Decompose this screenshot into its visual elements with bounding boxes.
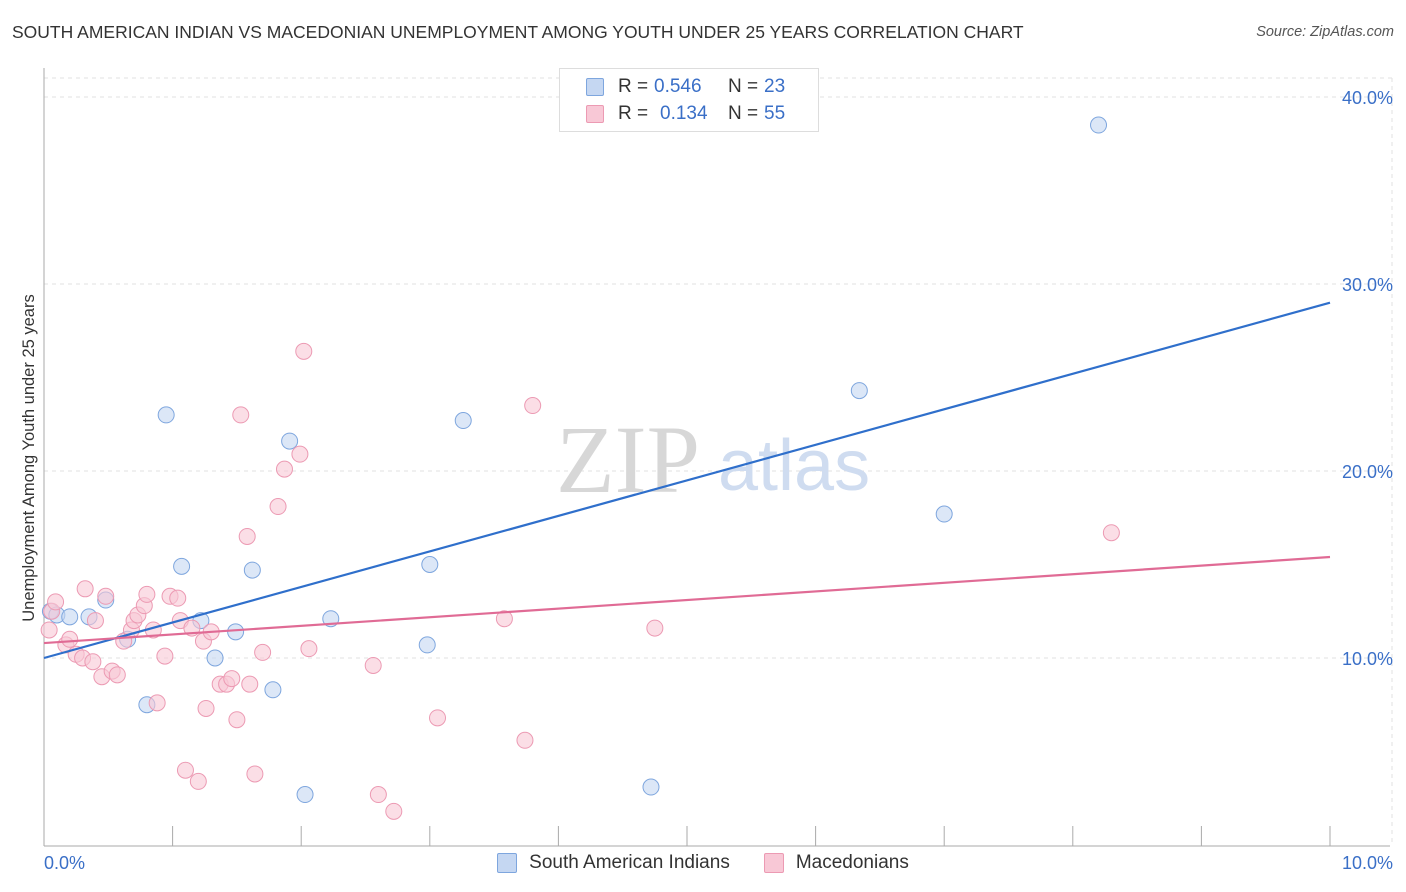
point-macedonian: [369, 786, 387, 804]
point-south-american-indian: [264, 681, 282, 699]
y-tick-label: 10.0%: [1342, 649, 1393, 669]
n-label: N =: [728, 103, 759, 124]
n-value: 23: [764, 76, 786, 97]
point-macedonian: [189, 772, 207, 790]
point-south-american-indian: [296, 786, 314, 804]
point-macedonian: [156, 647, 174, 665]
point-macedonian: [295, 342, 313, 360]
watermark-atlas: atlas: [718, 426, 870, 506]
legend-item-south-american-indians[interactable]: South American Indians: [497, 852, 730, 874]
stats-row-macedonians: R = 0.134 N = 55: [586, 102, 785, 126]
trend-line-south-american-indians: [43, 301, 1331, 660]
point-macedonian: [40, 621, 58, 639]
watermark-zip: ZIP: [556, 406, 700, 513]
point-south-american-indian: [281, 432, 299, 450]
legend-swatch-blue-icon: [497, 853, 518, 873]
point-macedonian: [197, 699, 215, 717]
point-macedonian: [254, 643, 272, 661]
legend-swatch-pink-icon: [586, 105, 604, 123]
y-tick-label: 40.0%: [1342, 88, 1393, 108]
n-value: 55: [764, 103, 786, 124]
point-macedonian: [300, 640, 318, 658]
point-macedonian: [364, 656, 382, 674]
point-macedonian: [61, 630, 79, 648]
point-macedonian: [148, 694, 166, 712]
point-south-american-indian: [243, 561, 261, 579]
stats-legend: R = 0.546 N = 23 R = 0.134 N = 55: [559, 68, 819, 132]
point-macedonian: [232, 406, 250, 424]
point-macedonian: [246, 765, 264, 783]
point-south-american-indian: [418, 636, 436, 654]
series-legend: South American Indians Macedonians: [0, 852, 1406, 874]
y-axis-label: Unemployment Among Youth under 25 years: [20, 294, 38, 621]
source-credit: Source: ZipAtlas.com: [1256, 24, 1394, 40]
point-south-american-indian: [642, 778, 660, 796]
r-label: R =: [618, 76, 649, 97]
x-tick-label-min: 0.0%: [44, 853, 85, 873]
y-tick-label: 20.0%: [1342, 462, 1393, 482]
legend-label: South American Indians: [529, 852, 730, 873]
trend-lines: [43, 301, 1331, 660]
r-value: 0.546: [654, 76, 702, 97]
point-macedonian: [291, 445, 309, 463]
legend-label: Macedonians: [795, 852, 909, 873]
point-macedonian: [385, 802, 403, 820]
point-macedonian: [516, 731, 534, 749]
point-macedonian: [84, 653, 102, 671]
n-label: N =: [728, 76, 759, 97]
r-label: R =: [618, 103, 649, 124]
point-macedonian: [86, 612, 104, 630]
point-south-american-indian: [157, 406, 175, 424]
point-south-american-indian: [173, 557, 191, 575]
point-macedonian: [495, 610, 513, 628]
legend-swatch-blue-icon: [586, 78, 604, 96]
trend-line-macedonians: [43, 555, 1331, 645]
point-macedonian: [228, 711, 246, 729]
point-macedonian: [429, 709, 447, 727]
point-macedonian: [108, 666, 126, 684]
point-south-american-indian: [61, 608, 79, 626]
point-macedonian: [47, 593, 65, 611]
point-macedonian: [97, 587, 115, 605]
point-macedonian: [176, 761, 194, 779]
point-macedonian: [1102, 524, 1120, 542]
axes: [43, 68, 1390, 847]
legend-item-macedonians[interactable]: Macedonians: [763, 852, 909, 874]
gridlines: [44, 77, 1393, 846]
point-south-american-indian: [935, 505, 953, 523]
point-macedonian: [138, 585, 156, 603]
x-tick-label-max: 10.0%: [1342, 853, 1393, 873]
point-south-american-indian: [206, 649, 224, 667]
point-macedonian: [223, 670, 241, 688]
point-macedonian: [169, 589, 187, 607]
r-value: 0.134: [660, 103, 708, 124]
point-south-american-indian: [454, 412, 472, 430]
point-macedonian: [238, 527, 256, 545]
y-tick-label: 30.0%: [1342, 275, 1393, 295]
point-macedonian: [76, 580, 94, 598]
point-macedonian: [524, 397, 542, 415]
data-points: [40, 116, 1120, 820]
point-macedonian: [275, 460, 293, 478]
tick-labels: 10.0% 20.0% 30.0% 40.0% 0.0% 10.0%: [44, 88, 1393, 873]
point-south-american-indian: [227, 623, 245, 641]
point-south-american-indian: [850, 382, 868, 400]
point-macedonian: [646, 619, 664, 637]
point-south-american-indian: [421, 556, 439, 573]
point-macedonian: [241, 675, 259, 693]
legend-swatch-pink-icon: [763, 853, 784, 873]
stats-row-south-american-indians: R = 0.546 N = 23: [586, 75, 785, 99]
chart-title: SOUTH AMERICAN INDIAN VS MACEDONIAN UNEM…: [12, 22, 1024, 42]
point-macedonian: [269, 498, 287, 516]
point-south-american-indian: [1090, 116, 1108, 134]
